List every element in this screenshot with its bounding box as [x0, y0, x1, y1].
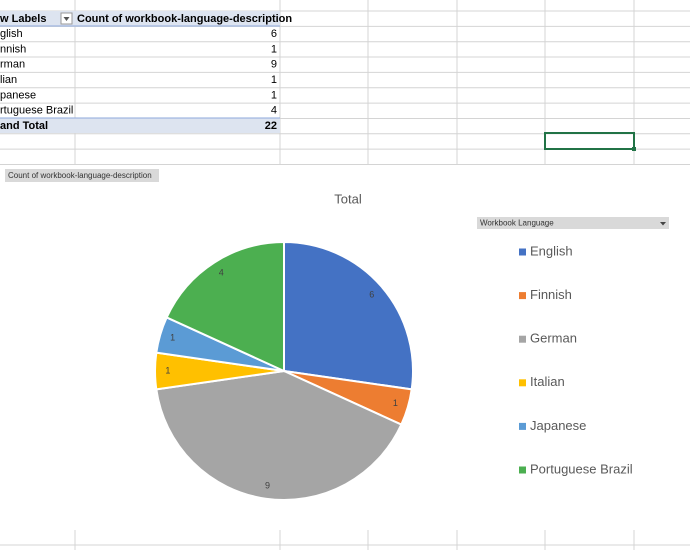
dropdown-arrow	[660, 222, 666, 226]
row-value: 1	[271, 43, 277, 55]
legend-swatch	[519, 248, 526, 256]
legend-swatch	[519, 335, 526, 343]
legend-swatch	[519, 292, 526, 300]
selected-cell[interactable]	[544, 132, 635, 150]
legend-label: Italian	[530, 374, 565, 389]
pie-slice	[283, 240, 414, 391]
total-label: and Total	[0, 120, 48, 132]
data-label: 9	[265, 480, 270, 490]
pie-slice	[165, 240, 285, 373]
row-label: lian	[0, 74, 17, 86]
row-value: 4	[271, 105, 277, 117]
row-label: rtuguese Brazil	[0, 105, 73, 117]
legend-label: Japanese	[530, 418, 586, 433]
data-label: 1	[393, 398, 398, 408]
row-label: nnish	[0, 43, 26, 55]
row-label: rman	[0, 59, 25, 71]
legend-title: Workbook Language	[480, 219, 554, 228]
field-button[interactable]	[5, 169, 159, 182]
header-value: Count of workbook-language-description	[77, 13, 292, 25]
row-value: 1	[271, 89, 277, 101]
pie-slice	[155, 369, 403, 502]
field-button-text: Count of workbook-language-description	[8, 171, 152, 180]
legend-label: German	[530, 331, 577, 346]
total-row	[0, 118, 280, 133]
legend-swatch	[519, 466, 526, 474]
total-value: 22	[265, 120, 277, 132]
row-value: 9	[271, 59, 277, 71]
legend-label: Finnish	[530, 287, 572, 302]
data-label: 6	[369, 289, 374, 299]
legend-label: English	[530, 243, 573, 258]
legend-field-button[interactable]	[477, 217, 669, 229]
pie: 6 1 9 1 1 4	[154, 240, 414, 502]
legend-swatch	[519, 422, 526, 430]
data-label: 1	[165, 365, 170, 375]
filter-arrow	[63, 17, 70, 21]
row-value: 6	[271, 28, 277, 40]
data-label: 1	[170, 333, 175, 343]
row-label: glish	[0, 28, 23, 40]
row-label: panese	[0, 89, 36, 101]
data-label: 4	[219, 268, 224, 278]
legend-swatch	[519, 379, 526, 387]
chart-title: Total	[334, 191, 362, 206]
fill-handle[interactable]	[632, 147, 636, 151]
row-value: 1	[271, 74, 277, 86]
header-label: w Labels	[0, 13, 46, 25]
legend-label: Portuguese Brazil	[530, 461, 633, 476]
